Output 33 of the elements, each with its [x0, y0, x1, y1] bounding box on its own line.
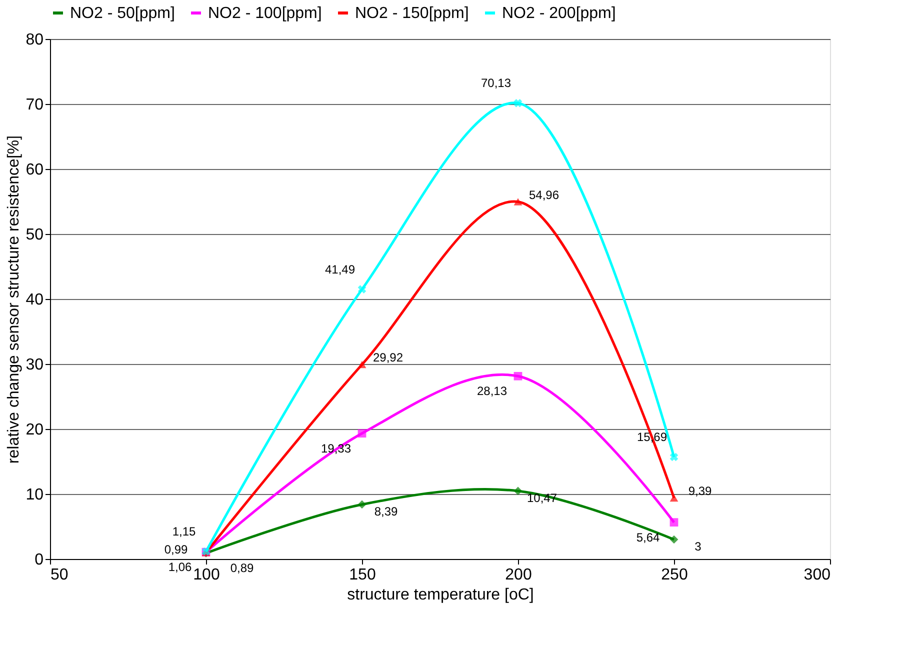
data-label: 41,49: [324, 262, 356, 276]
data-label: 8,39: [374, 504, 398, 518]
x-tick-label: 250: [661, 566, 688, 584]
x-axis-title: structure temperature [oC]: [347, 586, 534, 604]
data-label: 0,89: [230, 561, 254, 576]
y-tick-label: 80: [26, 32, 44, 48]
y-tick-label: 0: [34, 552, 44, 568]
y-tick-label: 20: [26, 422, 44, 438]
data-label: 29,92: [372, 350, 404, 365]
data-label: 1,15: [172, 524, 196, 539]
data-label: 70,13: [480, 76, 512, 90]
x-tick-label: 50: [50, 566, 68, 584]
legend-label: NO2 - 200[ppm]: [502, 5, 616, 22]
legend-label: NO2 - 150[ppm]: [355, 5, 469, 22]
y-tick-label: 10: [26, 486, 44, 504]
data-label: 28,13: [476, 384, 508, 398]
x-tick-label: 300: [804, 566, 831, 584]
x-tick-label: 100: [193, 566, 220, 584]
data-label: 1,06: [168, 560, 192, 574]
legend-label: NO2 - 50[ppm]: [70, 5, 175, 22]
y-tick-label: 50: [26, 226, 44, 244]
x-tick-label: 200: [505, 566, 532, 584]
y-tick-label: 40: [26, 292, 44, 308]
y-axis-title: relative change sensor structure resistence[%]: [6, 135, 23, 464]
data-label: 5,64: [636, 530, 660, 544]
data-label: 54,96: [528, 188, 560, 202]
y-tick-label: 30: [26, 356, 44, 374]
legend-label: NO2 - 100[ppm]: [208, 5, 322, 22]
data-label: 0,99: [164, 542, 188, 557]
x-tick-label: 150: [349, 566, 376, 584]
y-tick-label: 60: [26, 162, 44, 178]
y-tick-label: 70: [26, 96, 44, 114]
data-label: 3: [694, 540, 702, 554]
